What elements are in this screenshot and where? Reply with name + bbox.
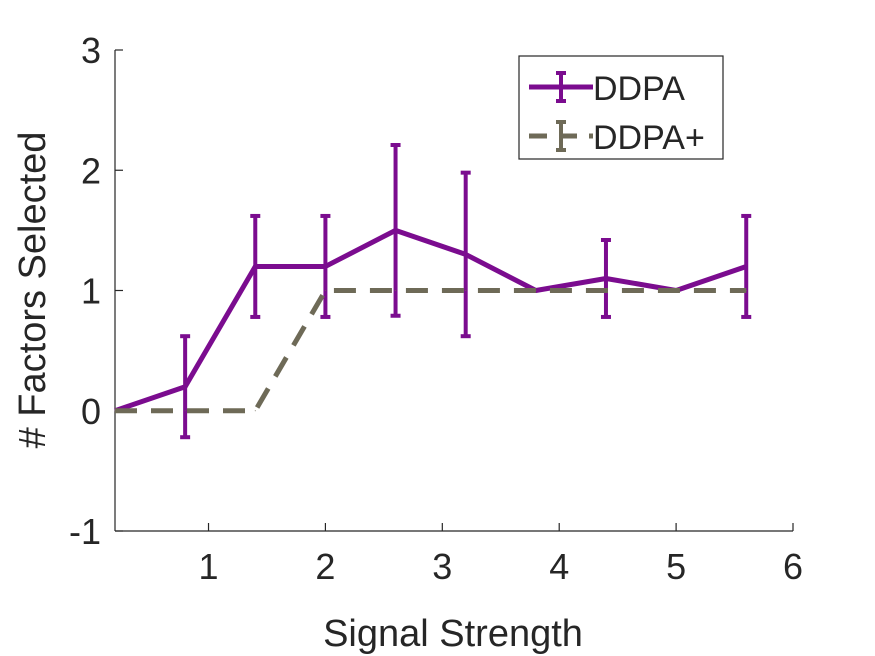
legend-label: DDPA xyxy=(593,70,685,108)
legend-label: DDPA+ xyxy=(593,119,705,157)
data-point xyxy=(465,253,467,255)
data-point xyxy=(114,410,116,412)
legend-item: DDPA xyxy=(529,70,685,108)
data-point xyxy=(254,410,256,412)
x-tick-label: 3 xyxy=(432,546,452,587)
x-tick-label: 6 xyxy=(783,546,803,587)
plot-area xyxy=(114,142,752,440)
legend-box xyxy=(518,55,724,160)
y-tick-label: 3 xyxy=(81,30,101,71)
y-tick-label: 0 xyxy=(81,391,101,432)
data-point xyxy=(324,265,326,267)
data-point xyxy=(675,290,677,291)
y-axis-label: # Factors Selected xyxy=(12,132,54,449)
series-line xyxy=(114,227,748,414)
x-tick-label: 1 xyxy=(199,546,219,587)
series-ddpa- xyxy=(114,288,747,414)
x-axis-label: Signal Strength xyxy=(323,613,583,655)
data-point xyxy=(745,290,747,291)
data-point xyxy=(395,229,397,231)
legend-item: DDPA+ xyxy=(529,119,705,157)
data-point xyxy=(254,265,256,267)
data-point xyxy=(745,265,747,267)
data-point xyxy=(184,386,186,388)
data-point xyxy=(465,290,467,291)
data-point xyxy=(395,290,397,291)
data-point xyxy=(324,290,326,291)
x-tick-label: 2 xyxy=(315,546,335,587)
series-line xyxy=(115,288,747,414)
data-point xyxy=(535,290,537,291)
x-tick-label: 4 xyxy=(549,546,569,587)
y-tick-label: -1 xyxy=(69,511,101,552)
y-tick-label: 1 xyxy=(81,271,101,312)
data-point xyxy=(184,410,186,412)
y-tick-label: 2 xyxy=(81,150,101,191)
data-point xyxy=(605,290,607,291)
legend: DDPA DDPA+ xyxy=(518,55,724,160)
series-ddpa xyxy=(114,142,752,440)
data-point xyxy=(605,277,607,279)
x-tick-label: 5 xyxy=(666,546,686,587)
